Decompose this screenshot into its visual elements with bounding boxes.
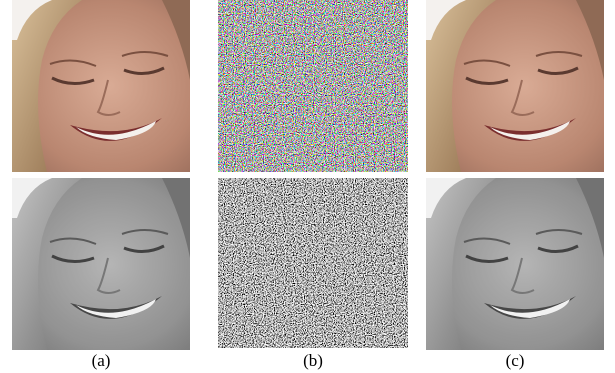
original-color-image — [12, 0, 190, 172]
original-gray-image — [12, 178, 190, 350]
caption: (c) — [506, 351, 525, 370]
decrypted-color-image — [426, 0, 604, 172]
encrypted-color-image — [218, 0, 408, 172]
figure: (a) (b) (c) — [0, 0, 615, 373]
caption: (a) — [92, 351, 111, 370]
caption: (b) — [303, 351, 323, 370]
decrypted-gray-image — [426, 178, 604, 350]
encrypted-gray-image — [218, 178, 408, 348]
